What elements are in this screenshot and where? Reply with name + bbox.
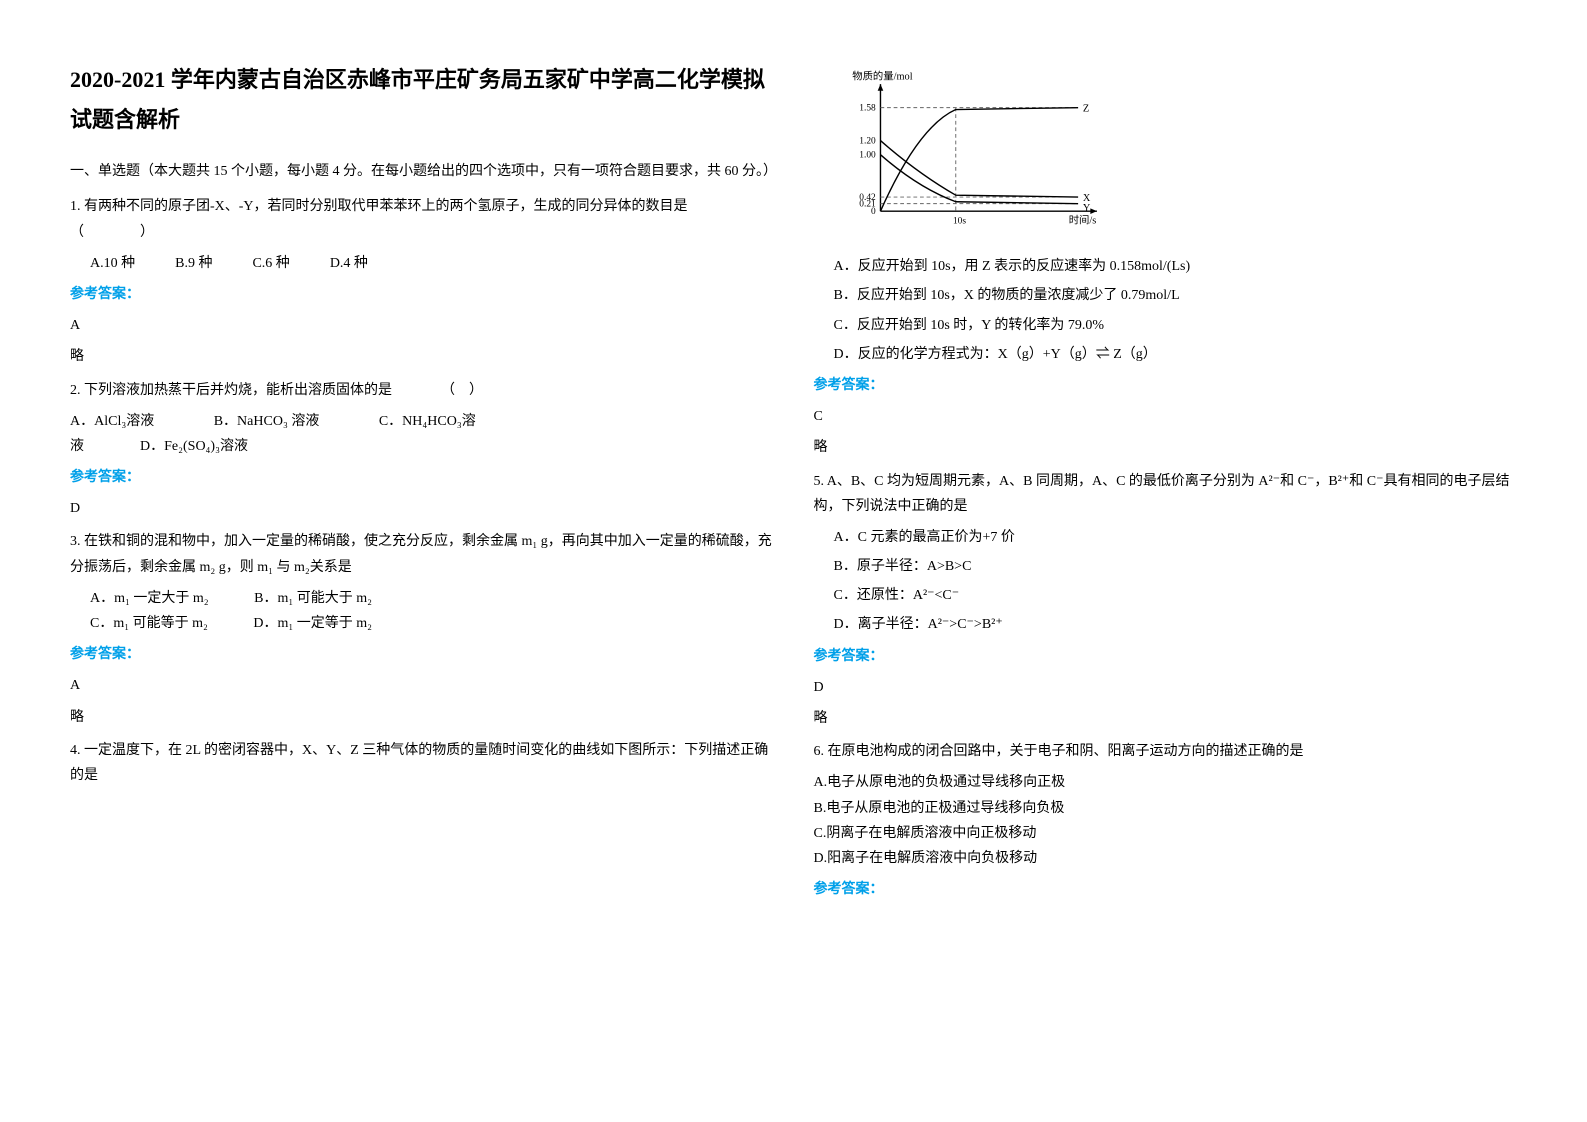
ytick-2: 0.42 — [859, 193, 876, 203]
q2-options-line1: A．AlCl₃溶液 B．NaHCO₃ 溶液 C．NH₄HCO₃溶 — [70, 409, 774, 434]
chart-y-label: 物质的量/mol — [852, 70, 912, 82]
q1-answer: A — [70, 313, 774, 338]
q4-chart: 物质的量/mol 0 0.21 0.42 1.00 1.20 1.58 Z — [844, 70, 1124, 230]
right-column: 物质的量/mol 0 0.21 0.42 1.00 1.20 1.58 Z — [794, 60, 1538, 1062]
ytick-5: 1.58 — [859, 103, 876, 113]
ytick-4: 1.20 — [859, 136, 876, 146]
q1-opt-b: B.9 种 — [175, 251, 212, 276]
q5-omit: 略 — [814, 706, 1518, 731]
q4-opt-d: D．反应的化学方程式为：X（g）+Y（g）⇌ Z（g） — [834, 342, 1518, 367]
q4-answer-label: 参考答案： — [814, 373, 1518, 398]
document-title: 2020-2021 学年内蒙古自治区赤峰市平庄矿务局五家矿中学高二化学模拟试题含… — [70, 60, 774, 139]
q3-options-line2: C．m₁ 可能等于 m₂ D．m₁ 一定等于 m₂ — [90, 611, 774, 636]
q2-text: 2. 下列溶液加热蒸干后并灼烧，能析出溶质固体的是 （ ） — [70, 378, 774, 403]
label-x: X — [1082, 193, 1090, 204]
q4-options: A．反应开始到 10s，用 Z 表示的反应速率为 0.158mol/(Ls) B… — [814, 254, 1518, 460]
label-z: Z — [1082, 103, 1088, 114]
q4-text: 4. 一定温度下，在 2L 的密闭容器中，X、Y、Z 三种气体的物质的量随时间变… — [70, 738, 774, 788]
q6-answer-label: 参考答案： — [814, 877, 1518, 902]
question-2: 2. 下列溶液加热蒸干后并灼烧，能析出溶质固体的是 （ ） A．AlCl₃溶液 … — [70, 378, 774, 522]
q4-opt-c: C．反应开始到 10s 时，Y 的转化率为 79.0% — [834, 313, 1518, 338]
q4-opt-b: B．反应开始到 10s，X 的物质的量浓度减少了 0.79mol/L — [834, 283, 1518, 308]
q2-opt-a: A．AlCl₃溶液 — [70, 414, 154, 429]
q1-opt-c: C.6 种 — [252, 251, 289, 276]
q5-opt-d: D．离子半径：A²⁻>C⁻>B²⁺ — [834, 612, 1518, 637]
question-4: 4. 一定温度下，在 2L 的密闭容器中，X、Y、Z 三种气体的物质的量随时间变… — [70, 738, 774, 788]
x-axis-arrow — [1090, 208, 1097, 214]
q6-opt-c: C.阴离子在电解质溶液中向正极移动 — [814, 821, 1518, 846]
q3-text: 3. 在铁和铜的混和物中，加入一定量的稀硝酸，使之充分反应，剩余金属 m₁ g，… — [70, 529, 774, 579]
q3-opt-b: B．m₁ 可能大于 m₂ — [254, 591, 372, 606]
q1-text: 1. 有两种不同的原子团-X、-Y，若同时分别取代甲苯苯环上的两个氢原子，生成的… — [70, 194, 774, 244]
q1-omit: 略 — [70, 344, 774, 369]
q1-options: A.10 种 B.9 种 C.6 种 D.4 种 — [90, 251, 774, 276]
q4-chart-container: 物质的量/mol 0 0.21 0.42 1.00 1.20 1.58 Z — [844, 70, 1518, 239]
q5-answer: D — [814, 675, 1518, 700]
q6-opt-a: A.电子从原电池的负极通过导线移向正极 — [814, 770, 1518, 795]
q3-answer: A — [70, 673, 774, 698]
question-1: 1. 有两种不同的原子团-X、-Y，若同时分别取代甲苯苯环上的两个氢原子，生成的… — [70, 194, 774, 369]
question-3: 3. 在铁和铜的混和物中，加入一定量的稀硝酸，使之充分反应，剩余金属 m₁ g，… — [70, 529, 774, 729]
q2-opt-c: C．NH₄HCO₃溶 — [379, 414, 476, 429]
ytick-3: 1.00 — [859, 151, 876, 161]
q3-opt-d: D．m₁ 一定等于 m₂ — [253, 616, 372, 631]
q5-opt-a: A．C 元素的最高正价为+7 价 — [834, 525, 1518, 550]
label-y: Y — [1082, 203, 1090, 214]
curve-x — [880, 141, 1078, 197]
q3-opt-c: C．m₁ 可能等于 m₂ — [90, 616, 208, 631]
left-column: 2020-2021 学年内蒙古自治区赤峰市平庄矿务局五家矿中学高二化学模拟试题含… — [50, 60, 794, 1062]
q2-answer-label: 参考答案： — [70, 465, 774, 490]
q3-omit: 略 — [70, 705, 774, 730]
q2-options-line2: 液 D．Fe₂(SO₄)₃溶液 — [70, 434, 774, 459]
q6-opt-d: D.阳离子在电解质溶液中向负极移动 — [814, 846, 1518, 871]
question-6: 6. 在原电池构成的闭合回路中，关于电子和阴、阳离子运动方向的描述正确的是 A.… — [814, 739, 1518, 902]
question-5: 5. A、B、C 均为短周期元素，A、B 同周期，A、C 的最低价离子分别为 A… — [814, 469, 1518, 732]
chart-x-label: 时间/s — [1068, 213, 1096, 226]
q5-opt-c: C．还原性：A²⁻<C⁻ — [834, 583, 1518, 608]
q1-answer-label: 参考答案： — [70, 282, 774, 307]
q5-opt-b: B．原子半径：A>B>C — [834, 554, 1518, 579]
q2-answer: D — [70, 496, 774, 521]
q1-opt-d: D.4 种 — [330, 251, 368, 276]
q5-text: 5. A、B、C 均为短周期元素，A、B 同周期，A、C 的最低价离子分别为 A… — [814, 469, 1518, 519]
section-header: 一、单选题（本大题共 15 个小题，每小题 4 分。在每小题给出的四个选项中，只… — [70, 159, 774, 184]
q3-options-line1: A．m₁ 一定大于 m₂ B．m₁ 可能大于 m₂ — [90, 586, 774, 611]
q4-answer: C — [814, 404, 1518, 429]
q4-opt-a: A．反应开始到 10s，用 Z 表示的反应速率为 0.158mol/(Ls) — [834, 254, 1518, 279]
q3-answer-label: 参考答案： — [70, 642, 774, 667]
xtick-10s: 10s — [952, 216, 965, 226]
q5-answer-label: 参考答案： — [814, 644, 1518, 669]
q3-opt-a: A．m₁ 一定大于 m₂ — [90, 591, 209, 606]
q6-text: 6. 在原电池构成的闭合回路中，关于电子和阴、阳离子运动方向的描述正确的是 — [814, 739, 1518, 764]
y-axis-arrow — [877, 84, 883, 91]
q6-opt-b: B.电子从原电池的正极通过导线移向负极 — [814, 796, 1518, 821]
q2-opt-b: B．NaHCO₃ 溶液 — [214, 414, 320, 429]
q1-opt-a: A.10 种 — [90, 251, 135, 276]
q4-omit: 略 — [814, 435, 1518, 460]
